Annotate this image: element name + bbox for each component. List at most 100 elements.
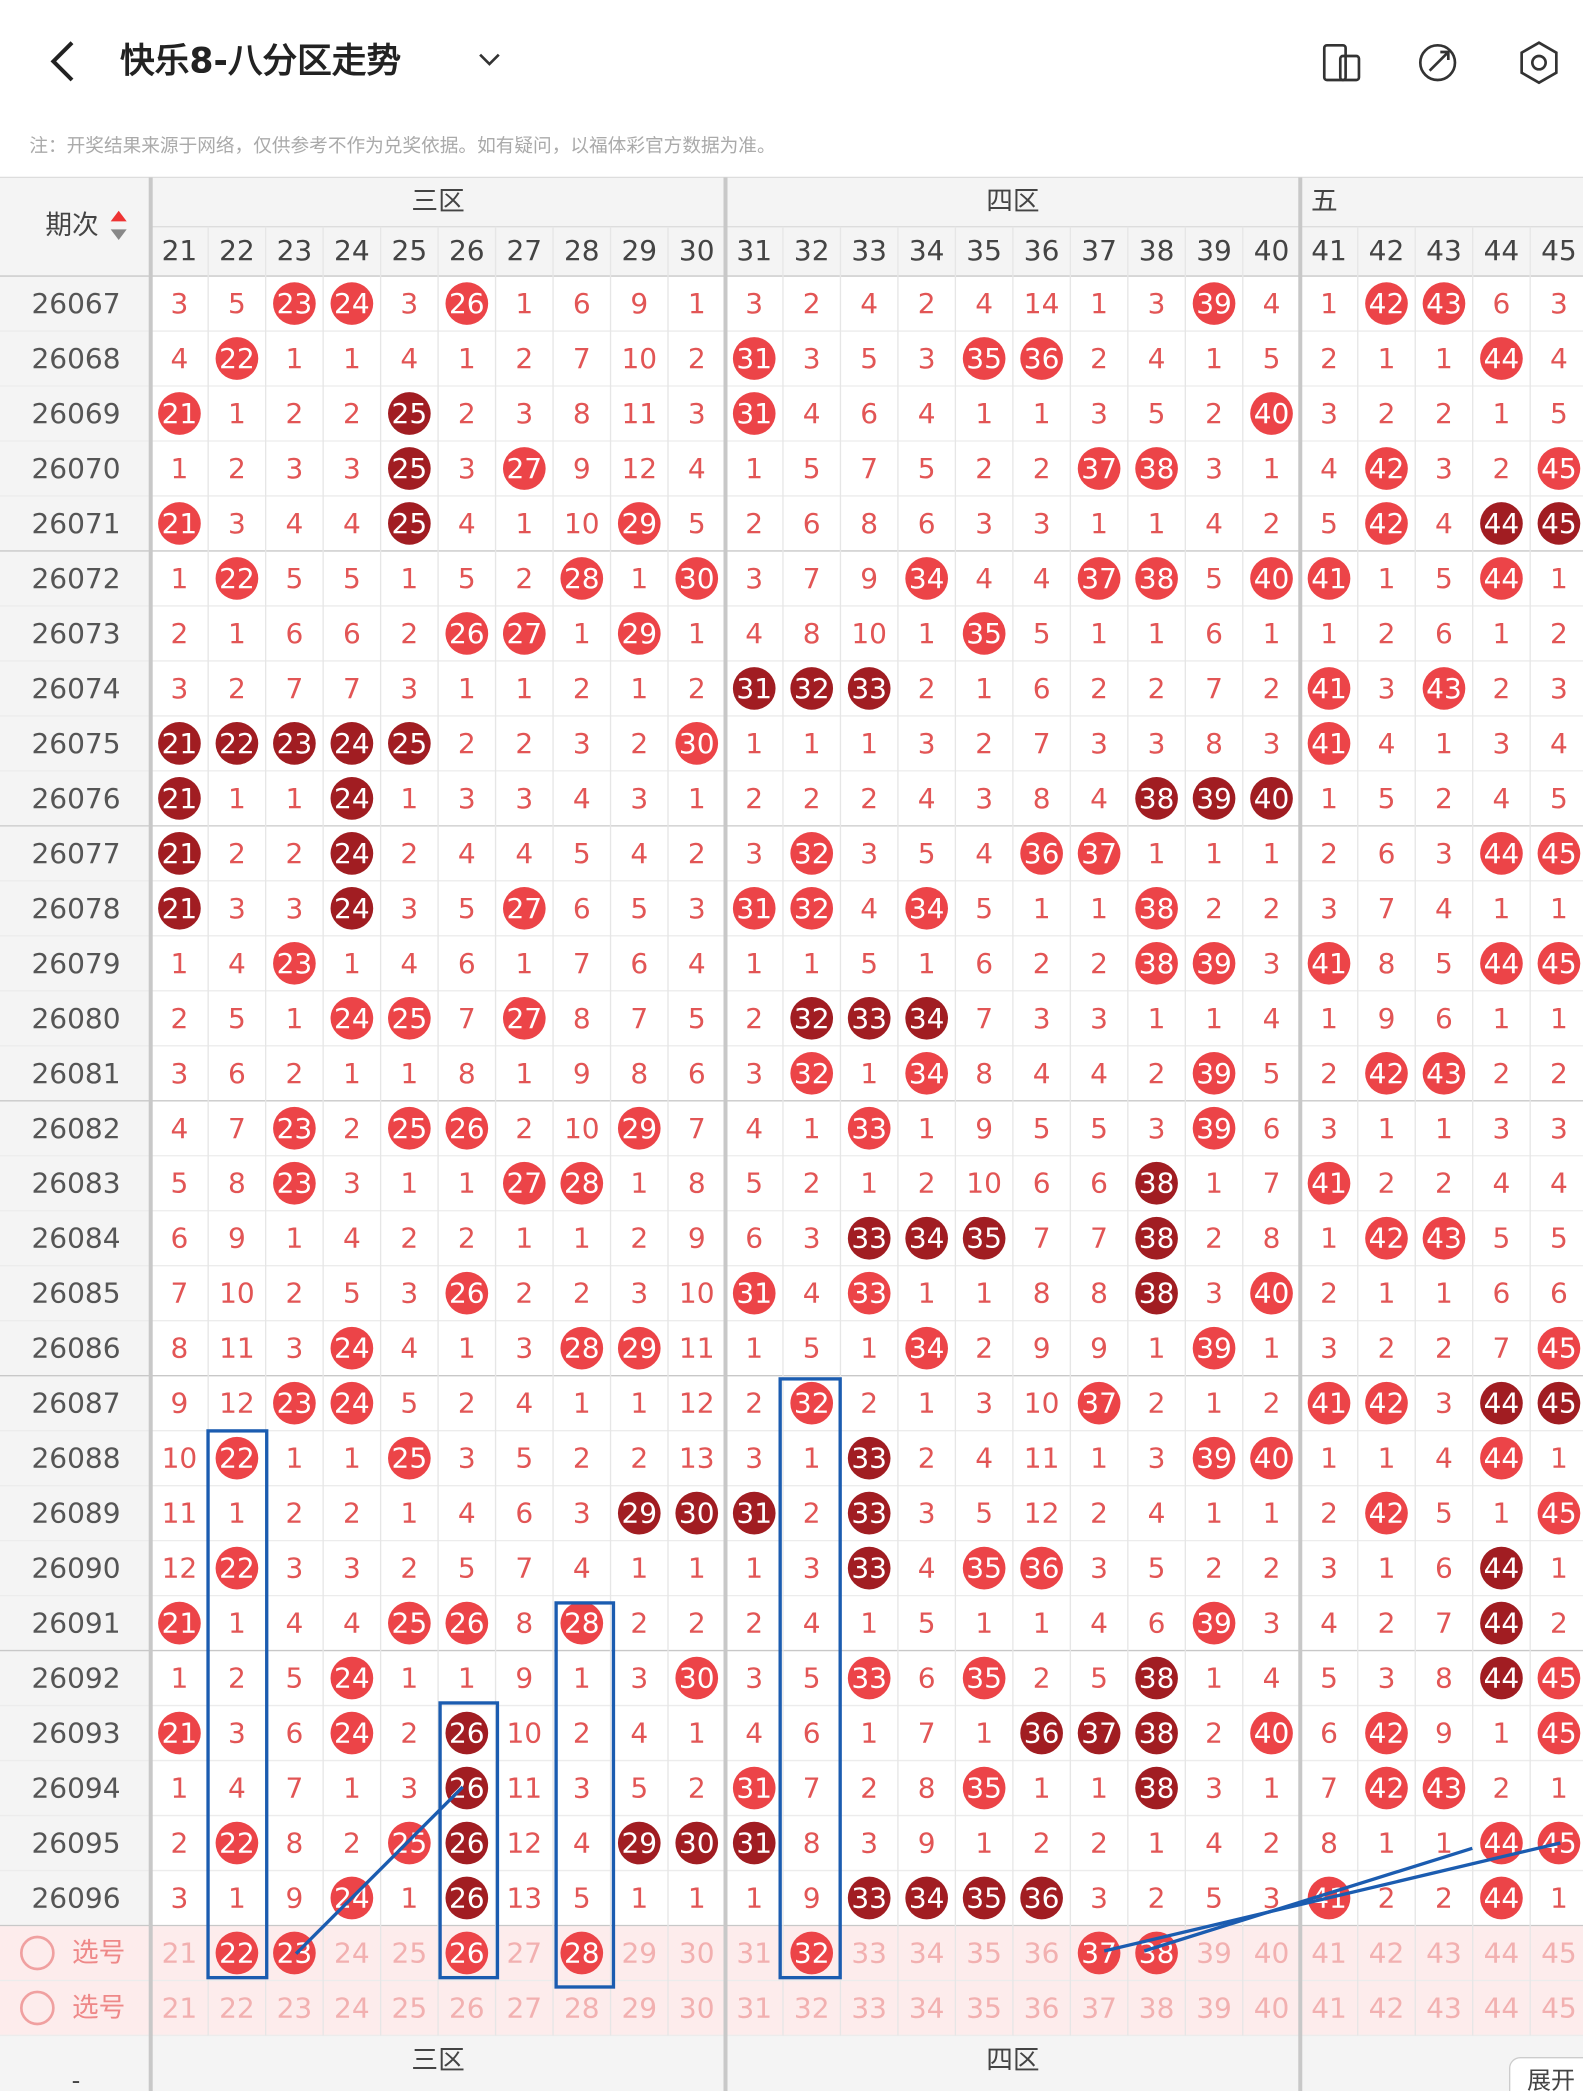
share-icon[interactable] xyxy=(1418,44,1457,82)
cell: 4 xyxy=(458,837,476,870)
select-number[interactable]: 43 xyxy=(1426,1936,1462,1969)
select-number[interactable]: 29 xyxy=(621,1936,657,1969)
select-number[interactable]: 25 xyxy=(392,1991,428,2024)
select-number[interactable]: 25 xyxy=(392,1936,428,1969)
cell: 5 xyxy=(1550,397,1568,430)
cell: 42 xyxy=(1369,1222,1405,1255)
cell: 41 xyxy=(1311,1387,1347,1420)
column-number: 23 xyxy=(277,234,313,267)
select-number[interactable]: 26 xyxy=(449,1991,485,2024)
select-number[interactable]: 41 xyxy=(1311,1936,1347,1969)
select-number[interactable]: 31 xyxy=(736,1991,772,2024)
cell: 2 xyxy=(1263,1827,1281,1860)
select-radio[interactable] xyxy=(20,1990,55,2026)
select-number[interactable]: 42 xyxy=(1369,1936,1405,1969)
select-number[interactable]: 37 xyxy=(1081,1991,1117,2024)
cell: 8 xyxy=(285,1827,303,1860)
cell: 1 xyxy=(400,1662,418,1695)
select-number[interactable]: 27 xyxy=(506,1991,542,2024)
select-number[interactable]: 22 xyxy=(219,1936,255,1969)
select-number[interactable]: 21 xyxy=(162,1936,198,1969)
select-number[interactable]: 35 xyxy=(966,1936,1002,1969)
select-number[interactable]: 36 xyxy=(1024,1936,1060,1969)
hit-ball xyxy=(1480,832,1523,875)
select-number[interactable]: 34 xyxy=(909,1936,945,1969)
device-icon[interactable] xyxy=(1322,44,1361,82)
hit-ball xyxy=(1307,722,1351,765)
select-number[interactable]: 33 xyxy=(851,1991,887,2024)
cell: 3 xyxy=(630,1277,648,1310)
select-number[interactable]: 29 xyxy=(621,1991,657,2024)
cell: 1 xyxy=(1148,1002,1166,1035)
select-number[interactable]: 39 xyxy=(1196,1991,1232,2024)
select-number[interactable]: 30 xyxy=(679,1991,715,2024)
cell: 1 xyxy=(860,1167,878,1200)
period: 26095 xyxy=(31,1827,120,1860)
select-number[interactable]: 24 xyxy=(334,1991,370,2024)
cell: 5 xyxy=(1090,1662,1108,1695)
title-dropdown[interactable] xyxy=(479,53,500,66)
select-number[interactable]: 39 xyxy=(1196,1936,1232,1969)
select-number[interactable]: 30 xyxy=(679,1936,715,1969)
select-number[interactable]: 44 xyxy=(1484,1991,1520,2024)
cell: 4 xyxy=(1263,1662,1281,1695)
select-radio[interactable] xyxy=(20,1935,55,1971)
cell: 36 xyxy=(1024,1882,1060,1915)
select-number[interactable]: 28 xyxy=(564,1991,600,2024)
select-number[interactable]: 37 xyxy=(1081,1936,1117,1969)
select-number[interactable]: 33 xyxy=(851,1936,887,1969)
back-button[interactable] xyxy=(50,41,74,82)
select-number[interactable]: 28 xyxy=(564,1936,600,1969)
hit-ball xyxy=(1537,502,1581,545)
hit-ball xyxy=(1250,557,1293,600)
select-number[interactable]: 32 xyxy=(794,1991,830,2024)
select-number[interactable]: 26 xyxy=(449,1936,485,1969)
period: 26093 xyxy=(31,1717,120,1750)
period: 26086 xyxy=(31,1332,120,1365)
select-number[interactable]: 32 xyxy=(794,1936,830,1969)
select-number[interactable]: 44 xyxy=(1484,1936,1520,1969)
cell: 2 xyxy=(803,1167,821,1200)
cell: 9 xyxy=(1090,1332,1108,1365)
select-number[interactable]: 38 xyxy=(1139,1991,1175,2024)
select-number[interactable]: 23 xyxy=(277,1991,313,2024)
settings-icon[interactable] xyxy=(1520,41,1558,85)
cell: 1 xyxy=(1205,1662,1223,1695)
select-number[interactable]: 43 xyxy=(1426,1991,1462,2024)
cell: 2 xyxy=(228,452,246,485)
cell: 3 xyxy=(400,1277,418,1310)
cell: 36 xyxy=(1024,342,1060,375)
cell: 45 xyxy=(1541,507,1577,540)
select-number[interactable]: 45 xyxy=(1541,1991,1577,2024)
cell: 1 xyxy=(1550,1552,1568,1585)
cell: 1 xyxy=(1493,617,1511,650)
select-number[interactable]: 27 xyxy=(506,1936,542,1969)
cell: 5 xyxy=(630,1772,648,1805)
cell: 6 xyxy=(573,892,591,925)
select-number[interactable]: 42 xyxy=(1369,1991,1405,2024)
select-number[interactable]: 35 xyxy=(966,1991,1002,2024)
hit-ball xyxy=(215,1436,259,1480)
cell: 2 xyxy=(1205,397,1223,430)
select-number[interactable]: 31 xyxy=(736,1936,772,1969)
cell: 1 xyxy=(1378,1112,1396,1145)
select-number[interactable]: 41 xyxy=(1311,1991,1347,2024)
cell: 22 xyxy=(219,342,255,375)
select-number[interactable]: 24 xyxy=(334,1936,370,1969)
select-number[interactable]: 34 xyxy=(909,1991,945,2024)
cell: 1 xyxy=(1378,1827,1396,1860)
hit-ball xyxy=(617,1326,661,1370)
cell: 33 xyxy=(851,1442,887,1475)
select-number[interactable]: 22 xyxy=(219,1991,255,2024)
cell: 1 xyxy=(630,1882,648,1915)
select-number[interactable]: 21 xyxy=(162,1991,198,2024)
cell: 2 xyxy=(1435,1167,1453,1200)
select-number[interactable]: 36 xyxy=(1024,1991,1060,2024)
select-number[interactable]: 40 xyxy=(1254,1991,1290,2024)
select-number[interactable]: 45 xyxy=(1541,1936,1577,1969)
select-number[interactable]: 40 xyxy=(1254,1936,1290,1969)
cell: 2 xyxy=(1378,1167,1396,1200)
cell: 2 xyxy=(285,1057,303,1090)
cell: 1 xyxy=(1090,617,1108,650)
expand-button[interactable] xyxy=(1508,2056,1583,2091)
